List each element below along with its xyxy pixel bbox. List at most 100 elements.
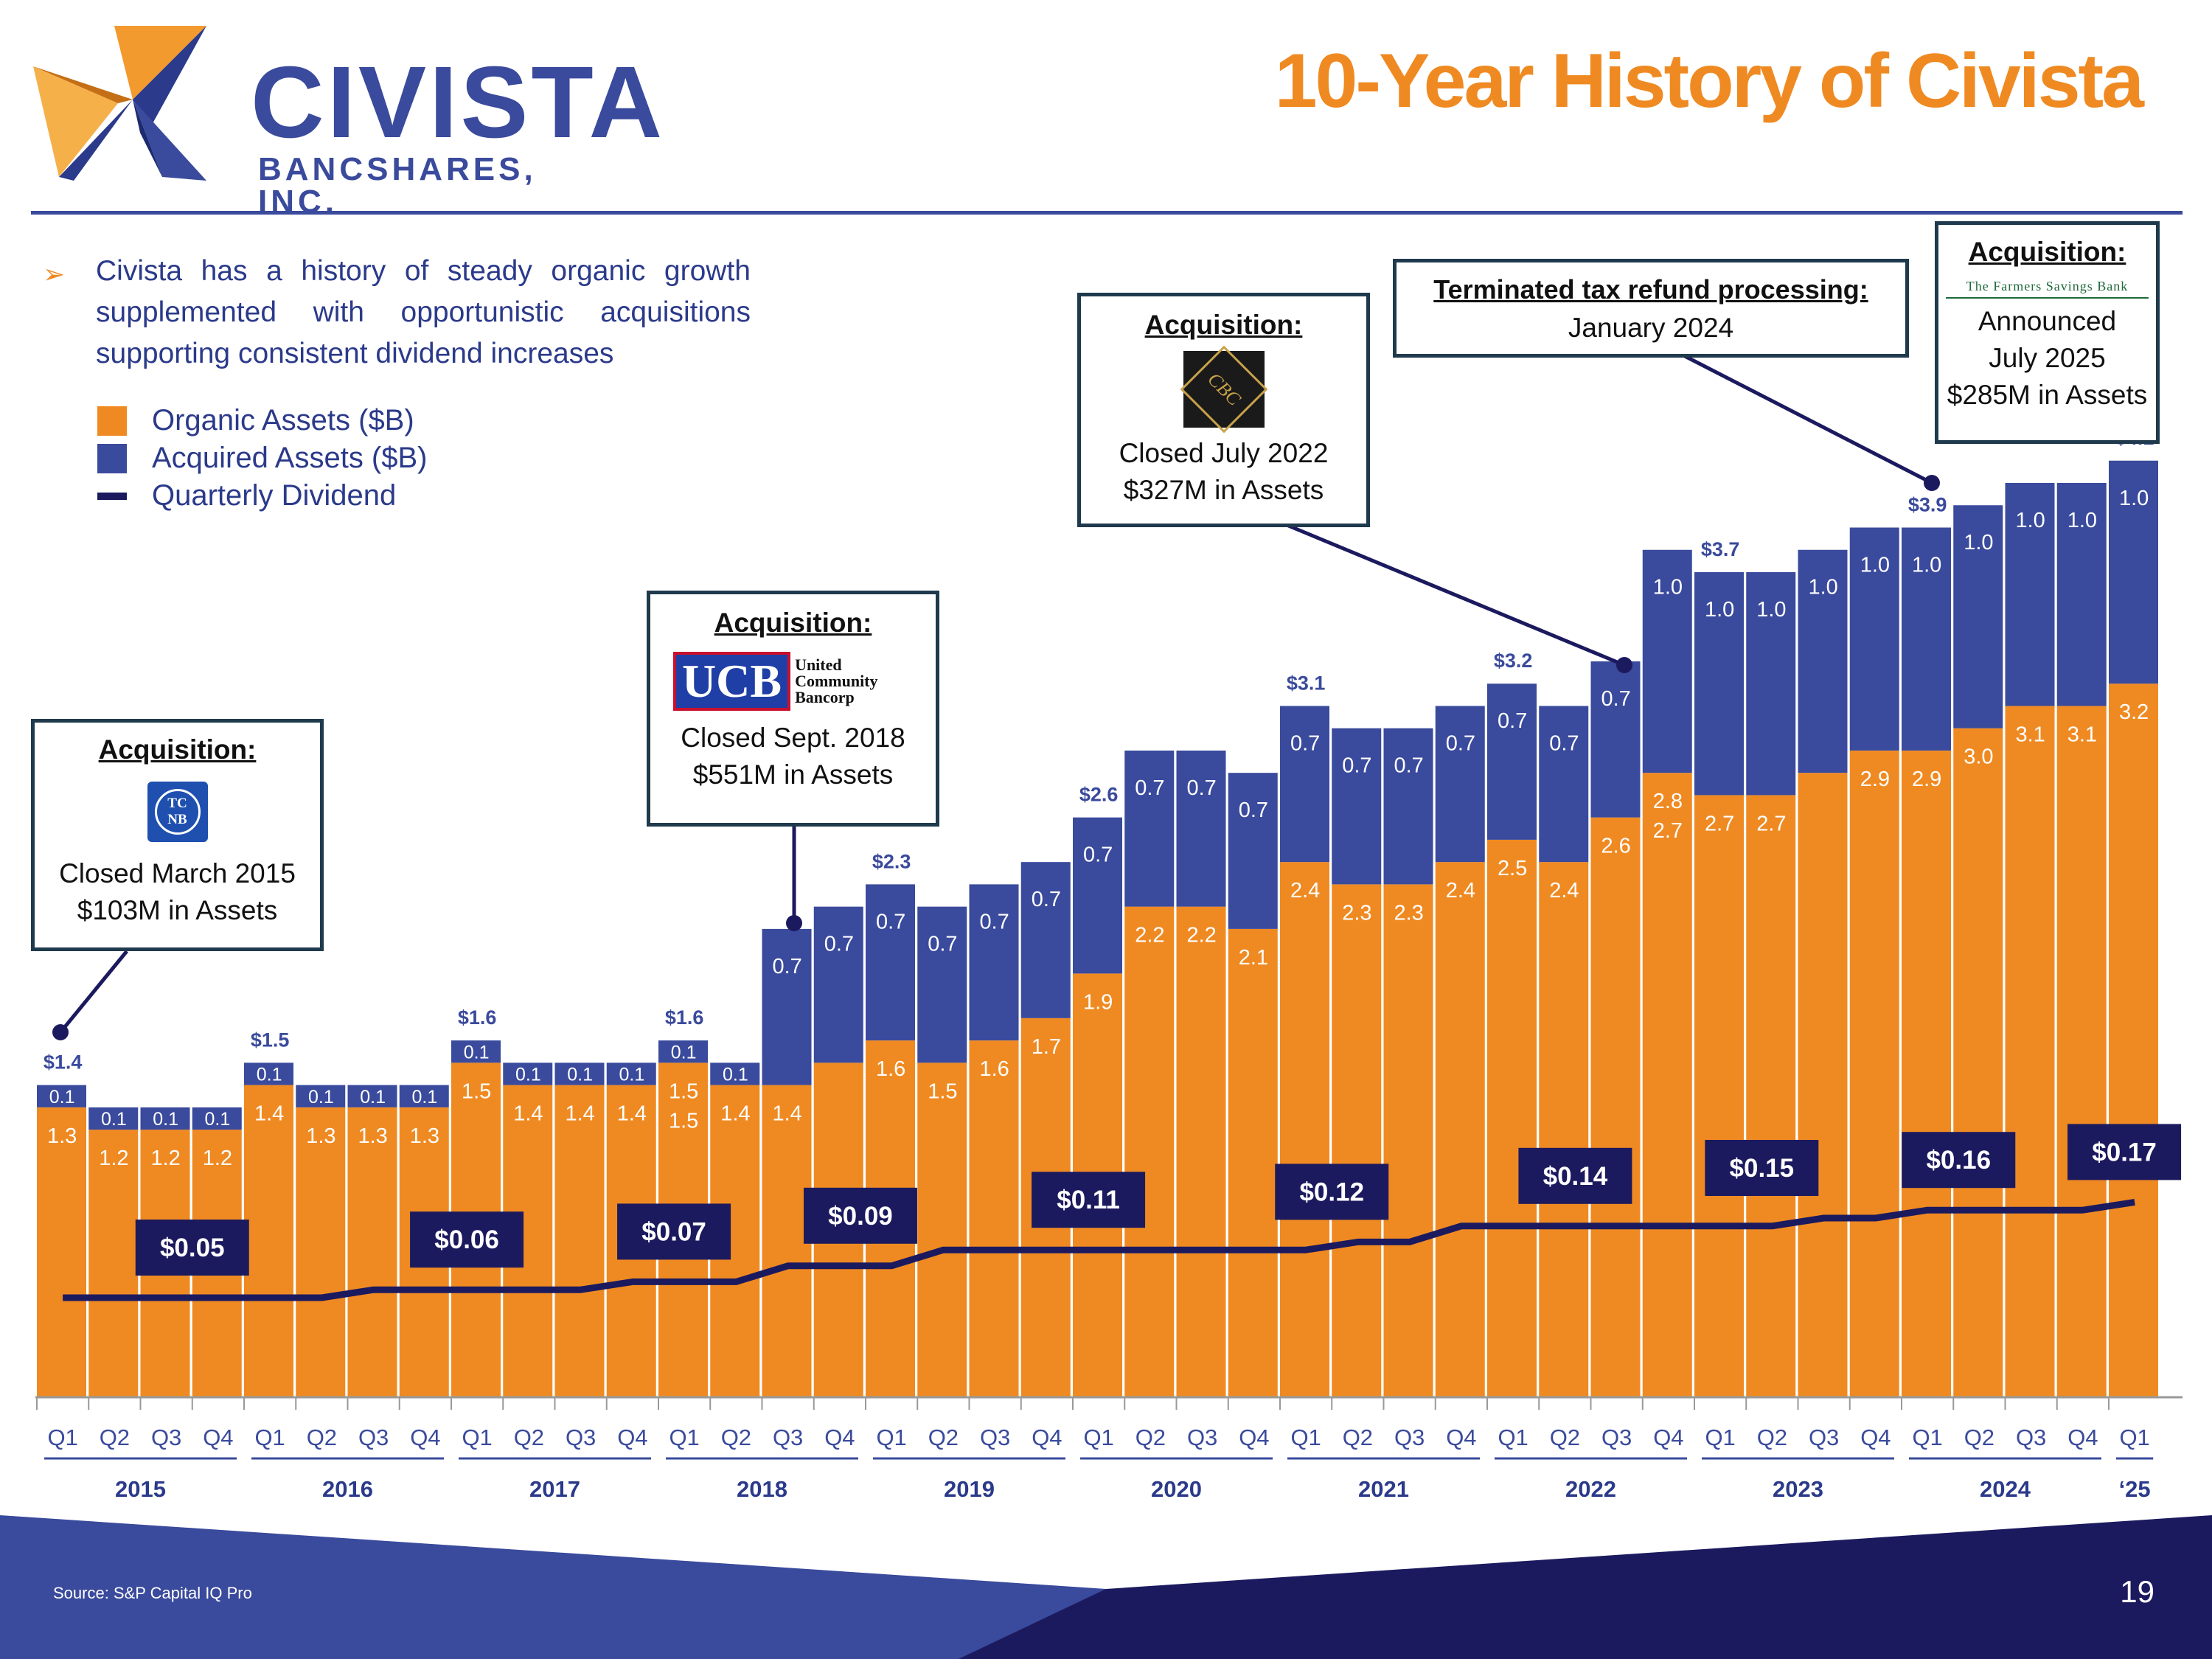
callout-heading: Acquisition:	[1144, 310, 1303, 340]
organic-value-label: 2.4	[1446, 879, 1475, 902]
dividend-label-box	[410, 1211, 524, 1268]
callout-line-2: $327M in Assets	[1123, 475, 1324, 505]
callout-line-1: Announced	[1978, 306, 2117, 336]
quarter-tick-label: Q2	[307, 1425, 337, 1450]
callout-line-3: $285M in Assets	[1947, 380, 2148, 410]
acquired-value-label: 0.7	[1032, 888, 1061, 911]
quarter-tick-label: Q3	[2016, 1425, 2046, 1450]
callout-heading: Terminated tax refund processing:	[1433, 274, 1868, 305]
acquired-bar	[2005, 483, 2055, 706]
acquired-value-label: 0.7	[1342, 754, 1371, 778]
acquired-value-label: 0.7	[928, 933, 957, 956]
acquired-bar	[554, 1062, 605, 1085]
organic-bar	[2056, 706, 2107, 1397]
organic-value-label: 1.4	[772, 1102, 801, 1126]
acquired-bar	[347, 1085, 397, 1107]
total-assets-label: $3.9	[1908, 493, 1947, 515]
total-assets-label: $2.3	[872, 850, 911, 872]
organic-value-label: 2.2	[1135, 924, 1164, 947]
quarter-tick-label: Q3	[151, 1425, 181, 1450]
total-assets-label: $3.7	[1701, 538, 1740, 560]
organic-value-label: 1.4	[254, 1102, 284, 1126]
acquired-bar	[37, 1085, 86, 1107]
acquired-bar	[710, 1062, 760, 1085]
quarter-tick-label: Q2	[514, 1425, 544, 1450]
year-label: 2023	[1773, 1476, 1823, 1502]
dividend-label: $0.15	[1730, 1154, 1795, 1183]
acquired-value-label: 0.1	[49, 1087, 75, 1107]
acquired-value-label: 1.0	[1912, 553, 1941, 577]
acquired-value-label: 0.7	[1601, 687, 1630, 711]
acquired-value-label: 0.1	[257, 1065, 282, 1085]
acquired-bar	[1020, 862, 1071, 1018]
dividend-label-box	[135, 1220, 249, 1276]
organic-value-label: 3.1	[2015, 723, 2045, 746]
acquired-value-label: 0.7	[1290, 731, 1320, 755]
acquired-bar	[88, 1107, 139, 1130]
dividend-label-box	[2067, 1124, 2182, 1180]
acquired-bar	[813, 906, 863, 1063]
organic-bar	[1383, 884, 1433, 1397]
legend-organic: Organic Assets ($B)	[97, 402, 428, 439]
acquired-bar	[1176, 750, 1226, 907]
acquired-bar	[1487, 684, 1537, 840]
dividend-label: $0.05	[160, 1234, 225, 1262]
organic-value-label: 2.4	[1290, 879, 1320, 902]
acquired-bar	[658, 1040, 708, 1063]
callout-line-1: Closed Sept. 2018	[681, 723, 905, 753]
organic-value-label: 1.3	[306, 1124, 335, 1148]
acquired-bar	[2109, 460, 2158, 684]
acquired-bar	[296, 1085, 346, 1107]
quarter-tick-label: Q1	[2119, 1425, 2149, 1450]
organic-bar	[1435, 862, 1485, 1397]
year-label: 2015	[115, 1476, 166, 1502]
year-label: 2016	[322, 1476, 373, 1502]
acquired-bar	[1953, 505, 2003, 728]
organic-value-label: 1.4	[565, 1102, 594, 1126]
organic-value-label: 1.6	[876, 1057, 905, 1081]
acquired-bar	[866, 884, 915, 1041]
acquired-bar	[1383, 728, 1433, 885]
callout-heading: Acquisition:	[1968, 237, 2126, 267]
acquired-value-label: 0.1	[411, 1087, 437, 1107]
cbc-connector	[1286, 523, 1625, 667]
quarter-tick-label: Q4	[2067, 1425, 2098, 1450]
quarter-tick-label: Q4	[1239, 1425, 1269, 1450]
quarter-tick-label: Q3	[1809, 1425, 1839, 1450]
acquired-value-label: 0.7	[1446, 731, 1475, 755]
tcnb-marker	[52, 1024, 69, 1040]
acquired-bar	[503, 1062, 553, 1085]
legend-acquired-label: Acquired Assets ($B)	[152, 442, 428, 474]
acquired-bar	[762, 928, 812, 1085]
dividend-label: $0.17	[2092, 1138, 2157, 1166]
organic-bar	[554, 1085, 605, 1397]
organic-bar	[1539, 862, 1589, 1397]
quarter-tick-label: Q3	[980, 1425, 1010, 1450]
organic-bar	[1280, 862, 1329, 1397]
dividend-label: $0.12	[1299, 1178, 1364, 1206]
tax-marker	[1924, 475, 1940, 491]
acquired-bar	[1073, 817, 1122, 974]
quarter-tick-label: Q2	[1343, 1425, 1373, 1450]
quarter-tick-label: Q3	[1601, 1425, 1632, 1450]
acquired-bar	[1902, 527, 1951, 751]
callout-cbc-acquisition: Acquisition: CBC Closed July 2022 $327M …	[1077, 293, 1370, 527]
cbc-logo-text: CBC	[1180, 345, 1267, 434]
organic-value-label: 2.7	[1653, 819, 1683, 843]
callout-fsb-acquisition: Acquisition: The Farmers Savings Bank An…	[1935, 221, 2160, 444]
year-label: 2018	[737, 1476, 787, 1502]
organic-value-label: 2.6	[1601, 835, 1630, 858]
organic-value-label: 2.4	[1549, 879, 1579, 902]
callout-heading: Acquisition:	[714, 608, 872, 638]
organic-value-label: 2.2	[1186, 924, 1216, 947]
dividend-swatch	[97, 492, 127, 500]
callout-tax-refund: Terminated tax refund processing: Januar…	[1393, 259, 1909, 358]
acquired-value-label: 0.1	[204, 1109, 230, 1130]
organic-value-label: 3.0	[1964, 745, 1993, 769]
organic-value-label: 1.3	[47, 1124, 77, 1148]
acquired-value-label: 0.1	[515, 1065, 541, 1085]
acquired-bar	[1590, 661, 1641, 818]
quarter-tick-label: Q1	[1705, 1425, 1735, 1450]
acquired-bar	[1694, 571, 1744, 796]
acquired-bar	[140, 1107, 190, 1130]
